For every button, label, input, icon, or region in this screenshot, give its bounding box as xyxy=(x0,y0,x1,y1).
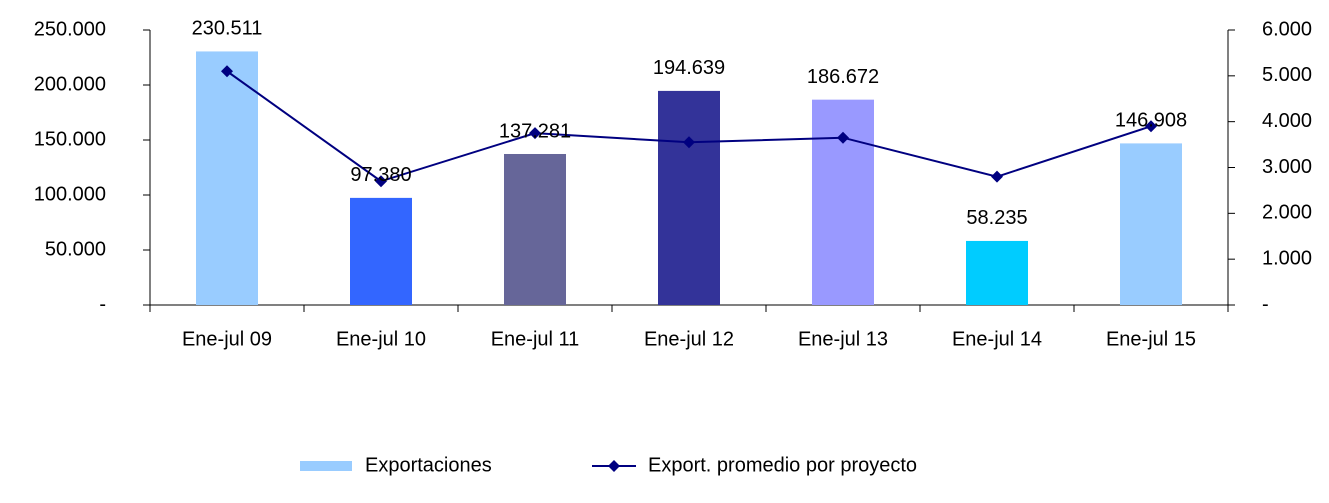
y2-tick-label: 5.000 xyxy=(1262,64,1312,86)
bar xyxy=(812,99,874,305)
x-tick-label: Ene-jul 09 xyxy=(182,328,272,350)
data-label: 194.639 xyxy=(653,57,725,79)
y2-tick-label: 6.000 xyxy=(1262,18,1312,40)
y-tick-label: 50.000 xyxy=(45,238,106,260)
y-tick-label: 150.000 xyxy=(34,128,106,150)
x-tick-label: Ene-jul 11 xyxy=(491,328,580,350)
bar xyxy=(1120,143,1182,305)
x-tick-label: Ene-jul 13 xyxy=(798,328,888,350)
data-label: 146.908 xyxy=(1115,110,1187,132)
legend-swatch xyxy=(300,461,352,471)
y-tick-label: 250.000 xyxy=(34,18,106,40)
line-marker xyxy=(683,136,695,149)
x-tick-label: Ene-jul 15 xyxy=(1106,328,1196,350)
bar xyxy=(658,90,720,306)
bar xyxy=(350,197,412,305)
y2-tick-label: 1.000 xyxy=(1262,247,1312,269)
y2-tick-label: 3.000 xyxy=(1262,156,1312,178)
bar xyxy=(966,240,1028,305)
y2-tick-label: - xyxy=(1262,293,1269,315)
y-tick-label: - xyxy=(99,293,106,315)
line-marker xyxy=(375,175,387,188)
bar xyxy=(504,153,566,305)
data-label: 230.511 xyxy=(192,18,263,40)
y2-tick-label: 2.000 xyxy=(1262,202,1312,224)
bar xyxy=(196,51,258,306)
line-marker xyxy=(221,65,233,78)
data-label: 137.281 xyxy=(499,120,571,142)
x-tick-label: Ene-jul 10 xyxy=(336,328,426,350)
data-label: 97.380 xyxy=(350,164,411,186)
y2-tick-label: 4.000 xyxy=(1262,110,1312,132)
x-tick-label: Ene-jul 12 xyxy=(644,328,734,350)
line-marker xyxy=(529,127,541,140)
legend-label: Export. promedio por proyecto xyxy=(648,454,917,476)
data-label: 58.235 xyxy=(966,207,1027,229)
x-tick-label: Ene-jul 14 xyxy=(952,328,1042,350)
data-label: 186.672 xyxy=(807,66,879,88)
line-marker xyxy=(1145,120,1157,133)
y-tick-label: 100.000 xyxy=(34,183,106,205)
legend-marker xyxy=(608,460,620,472)
legend-label: Exportaciones xyxy=(365,454,492,476)
y-tick-label: 200.000 xyxy=(34,73,106,95)
line-marker xyxy=(837,131,849,144)
line-marker xyxy=(991,170,1003,183)
